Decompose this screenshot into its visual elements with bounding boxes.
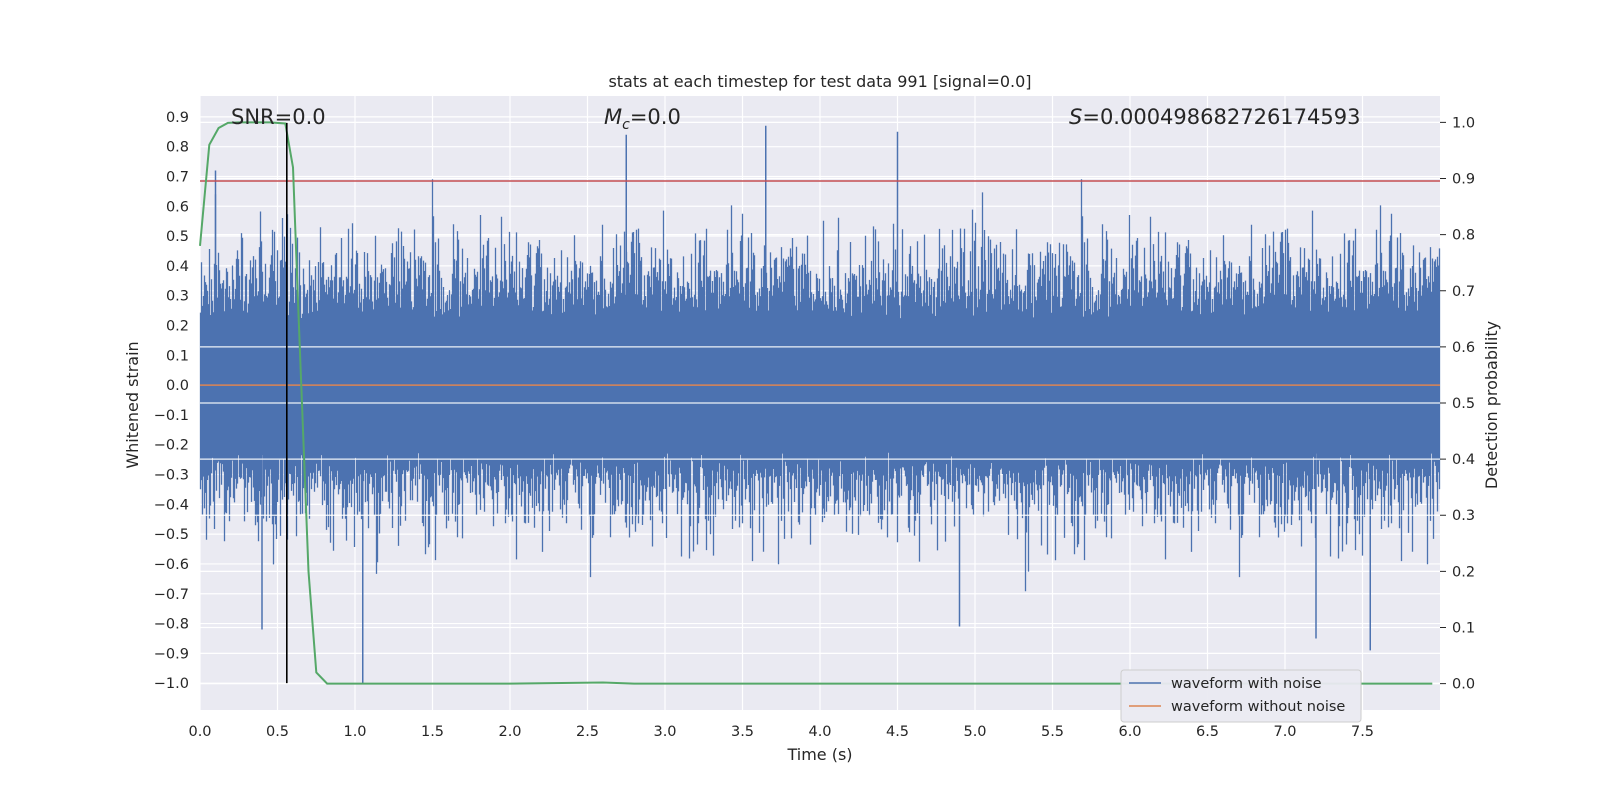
y-tick-label: −0.9 <box>154 646 189 662</box>
x-tick-label: 0.5 <box>266 724 289 740</box>
legend: waveform with noise waveform without noi… <box>1120 669 1362 723</box>
y2-tick-label: 0.0 <box>1452 677 1475 693</box>
y-tick-label: 0.4 <box>166 259 189 275</box>
y2-tick-label: 0.2 <box>1452 564 1475 580</box>
chirp-mass-annotation: Mc=0.0 <box>604 105 681 133</box>
x-tick-label: 0.0 <box>188 724 211 740</box>
y-tick-label: 0.2 <box>166 319 189 335</box>
y-tick-label: 0.1 <box>166 348 189 364</box>
y-tick-label: −0.3 <box>154 468 189 484</box>
y2-tick-label: 0.7 <box>1452 284 1475 300</box>
y-tick-label: −0.5 <box>154 527 189 543</box>
significance-annotation: S=0.000498682726174593 <box>1069 105 1360 129</box>
x-tick-label: 1.5 <box>421 724 444 740</box>
legend-label-clean: waveform without noise <box>1171 699 1345 715</box>
y-tick-label: −1.0 <box>154 676 189 692</box>
y-tick-label: −0.1 <box>154 408 189 424</box>
y-tick-label: 0.3 <box>166 289 189 305</box>
y-tick-label: −0.6 <box>154 557 189 573</box>
y-tick-label: 0.8 <box>166 140 189 156</box>
x-tick-label: 2.0 <box>498 724 521 740</box>
y-axis-title: Whitened strain <box>123 341 142 468</box>
y2-tick-label: 0.6 <box>1452 340 1475 356</box>
y-tick-label: 0.9 <box>166 110 189 126</box>
detection-probability-line <box>199 121 1433 685</box>
x-tick-label: 7.5 <box>1351 724 1374 740</box>
y-tick-label: 0.5 <box>166 229 189 245</box>
snr-annotation: SNR=0.0 <box>231 105 326 129</box>
y2-axis-title: Detection probability <box>1482 321 1501 489</box>
y-tick-label: 0.7 <box>166 169 189 185</box>
x-tick-label: 3.0 <box>653 724 676 740</box>
y2-tick-label: 0.9 <box>1452 172 1475 188</box>
y2-tick-label: 1.0 <box>1452 115 1475 131</box>
y2-tick-label: 0.1 <box>1452 620 1475 636</box>
y-tick-label: 0.6 <box>166 199 189 215</box>
x-tick-label: 7.0 <box>1273 724 1296 740</box>
noise-series <box>199 125 1441 684</box>
x-tick-label: 4.5 <box>886 724 909 740</box>
y2-tick-label: 0.3 <box>1452 508 1475 524</box>
chart-title: stats at each timestep for test data 991… <box>608 72 1031 91</box>
y-tick-label: −0.2 <box>154 438 189 454</box>
legend-label-noise: waveform with noise <box>1171 676 1322 692</box>
series-layer <box>199 121 1440 685</box>
x-tick-label: 3.5 <box>731 724 754 740</box>
x-tick-label: 6.0 <box>1118 724 1141 740</box>
legend-box <box>1120 669 1362 723</box>
y-tick-label: −0.7 <box>154 587 189 603</box>
x-tick-label: 1.0 <box>343 724 366 740</box>
y2-tick-label: 0.5 <box>1452 396 1475 412</box>
axes-layer: 0.0 0.5 1.0 1.5 2.0 2.5 3.0 3.5 4.0 4.5 5.0 5.5 6.0 6… <box>154 110 1475 740</box>
y-tick-label: −0.4 <box>154 497 189 513</box>
y-tick-label: −0.8 <box>154 617 189 633</box>
y-tick-label: 0.0 <box>166 378 189 394</box>
y2-tick-label: 0.4 <box>1452 452 1475 468</box>
x-tick-label: 5.5 <box>1041 724 1064 740</box>
x-tick-label: 5.0 <box>963 724 986 740</box>
x-tick-label: 2.5 <box>576 724 599 740</box>
y2-tick-label: 0.8 <box>1452 228 1475 244</box>
x-tick-label: 6.5 <box>1196 724 1219 740</box>
x-axis-title: Time (s) <box>786 745 852 764</box>
x-tick-label: 4.0 <box>808 724 831 740</box>
